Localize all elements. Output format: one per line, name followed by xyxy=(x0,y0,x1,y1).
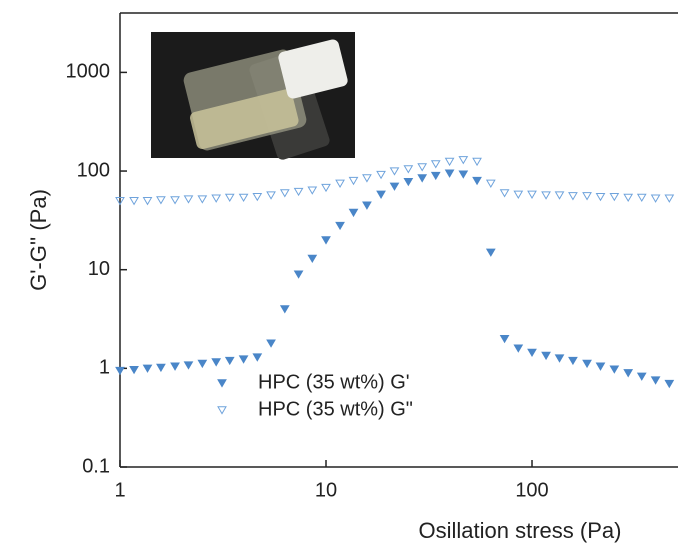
point xyxy=(224,356,235,366)
point xyxy=(513,344,524,353)
point xyxy=(197,195,208,204)
y-tick-label: 10 xyxy=(88,258,110,280)
y-tick-label: 0.1 xyxy=(82,455,110,477)
point xyxy=(321,236,331,245)
point xyxy=(389,182,400,191)
point xyxy=(609,365,620,374)
point xyxy=(156,363,166,373)
x-tick-label: 100 xyxy=(515,479,548,501)
y-tick-label: 100 xyxy=(77,159,110,181)
point xyxy=(623,193,634,203)
y-axis-label: G'-G'' (Pa) xyxy=(26,189,51,291)
point xyxy=(499,189,510,198)
point xyxy=(403,177,414,187)
point xyxy=(582,192,592,201)
point xyxy=(485,248,496,257)
legend-marker xyxy=(217,379,227,388)
point xyxy=(541,191,551,200)
point xyxy=(252,192,263,202)
point xyxy=(664,379,675,389)
point xyxy=(485,179,496,188)
point xyxy=(238,193,249,203)
point xyxy=(389,167,400,176)
point xyxy=(568,192,578,201)
point xyxy=(609,192,620,202)
point xyxy=(170,362,180,371)
point xyxy=(527,190,537,199)
point xyxy=(636,193,647,203)
point xyxy=(595,192,606,202)
inset-photo xyxy=(151,32,355,160)
point xyxy=(458,170,469,179)
point xyxy=(417,174,428,183)
point xyxy=(430,171,441,181)
point xyxy=(211,194,222,203)
point xyxy=(279,305,290,314)
point xyxy=(554,191,565,200)
point xyxy=(183,195,194,204)
y-tick-label: 1000 xyxy=(66,61,111,83)
point xyxy=(348,208,359,218)
point xyxy=(362,201,372,210)
x-tick-label: 1 xyxy=(114,479,125,501)
point xyxy=(321,183,331,193)
point xyxy=(293,187,304,197)
point xyxy=(142,197,153,206)
legend-label: HPC (35 wt%) G" xyxy=(258,398,413,420)
point xyxy=(664,194,675,203)
point xyxy=(623,369,634,378)
point xyxy=(348,176,359,186)
point xyxy=(554,354,565,363)
point xyxy=(279,189,290,198)
point xyxy=(513,190,524,199)
legend-marker xyxy=(217,406,227,415)
point xyxy=(238,355,249,364)
point xyxy=(430,160,441,169)
point xyxy=(252,353,263,362)
point xyxy=(582,359,592,369)
point xyxy=(527,348,537,358)
x-axis-label: Osillation stress (Pa) xyxy=(419,518,622,543)
point xyxy=(307,186,318,195)
point xyxy=(115,197,125,206)
point xyxy=(293,270,304,279)
point xyxy=(472,176,482,186)
point xyxy=(376,190,386,199)
point xyxy=(568,356,578,366)
point xyxy=(444,157,455,167)
point xyxy=(458,156,469,165)
point xyxy=(403,165,414,174)
point xyxy=(266,191,276,200)
point xyxy=(417,163,428,172)
point xyxy=(499,334,510,344)
point xyxy=(170,196,180,205)
y-tick-label: 1 xyxy=(99,357,110,379)
point xyxy=(266,339,276,348)
point xyxy=(362,174,372,183)
point xyxy=(335,221,345,231)
point xyxy=(129,197,139,206)
point xyxy=(541,351,551,361)
point xyxy=(376,170,386,180)
point xyxy=(197,359,208,369)
point xyxy=(307,254,318,264)
point xyxy=(183,361,194,370)
point xyxy=(335,179,345,188)
point xyxy=(444,169,455,178)
legend-label: HPC (35 wt%) G' xyxy=(258,371,410,393)
point xyxy=(211,358,222,367)
point xyxy=(472,157,482,167)
x-tick-label: 10 xyxy=(315,479,337,501)
point xyxy=(115,366,125,376)
point xyxy=(650,194,661,203)
point xyxy=(129,365,139,375)
point xyxy=(142,364,153,373)
point xyxy=(224,193,235,203)
point xyxy=(650,376,661,385)
point xyxy=(636,372,647,381)
point xyxy=(156,196,166,205)
point xyxy=(595,362,606,371)
